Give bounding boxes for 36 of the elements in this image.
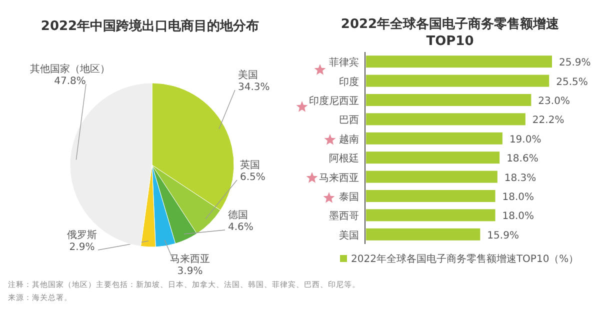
- data-label: 2.9%: [69, 242, 95, 253]
- slice-label: 马来西亚: [170, 253, 210, 265]
- data-label: 34.3%: [238, 82, 270, 93]
- data-label: 15.9%: [487, 230, 519, 242]
- data-label: 3.9%: [177, 266, 203, 277]
- data-label: 47.8%: [54, 76, 86, 87]
- data-label: 18.6%: [506, 154, 538, 165]
- data-label: 18.3%: [504, 172, 536, 184]
- data-label: 6.5%: [240, 172, 266, 183]
- data-label: 19.0%: [509, 134, 542, 146]
- data-label: 18.0%: [502, 211, 534, 222]
- legend-label: 2022年全球各国电子商务零售额增速TOP10（%）: [351, 253, 579, 265]
- data-label: 25.5%: [556, 76, 588, 88]
- y-tick-label: 泰国: [339, 192, 359, 203]
- y-tick-label: 印度尼西亚: [309, 95, 359, 107]
- slice-label: 俄罗斯: [67, 229, 97, 241]
- data-label: 23.0%: [538, 96, 570, 107]
- data-label: 18.0%: [502, 192, 534, 203]
- y-tick-label: 阿根廷: [329, 152, 359, 165]
- chart-title: 2022年全球各国电子商务零售额增速: [340, 16, 560, 32]
- slice-label: 英国: [240, 159, 260, 171]
- slice-label: 美国: [238, 69, 258, 81]
- y-tick-label: 马来西亚: [319, 172, 359, 184]
- chart-title: 2022年中国跨境出口电商目的地分布: [40, 18, 260, 34]
- y-tick-label: 巴西: [339, 115, 359, 126]
- y-tick-label: 墨西哥: [329, 211, 359, 222]
- data-label: 25.9%: [559, 58, 591, 69]
- y-tick-label: 越南: [339, 133, 359, 146]
- slice-label: 德国: [228, 210, 248, 221]
- slice-label: 其他国家（地区）: [30, 63, 110, 75]
- chart-subtitle: TOP10: [426, 34, 474, 49]
- y-tick-label: 印度: [339, 76, 359, 88]
- y-tick-label: 美国: [339, 229, 359, 242]
- data-label: 22.2%: [532, 115, 564, 126]
- y-tick-label: 菲律宾: [329, 56, 359, 69]
- data-label: 4.6%: [228, 222, 254, 233]
